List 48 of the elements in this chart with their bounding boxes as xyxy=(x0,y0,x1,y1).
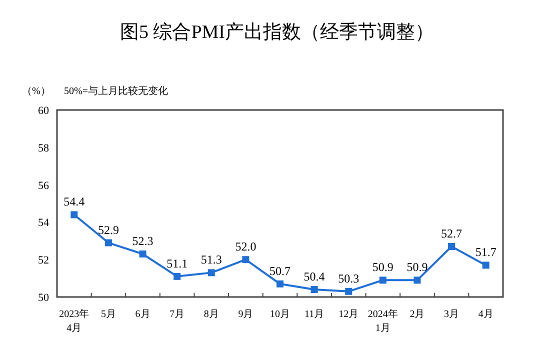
x-tick-label: 10月 xyxy=(270,309,290,320)
data-label: 51.3 xyxy=(200,252,222,267)
data-label: 50.7 xyxy=(270,264,290,278)
data-label: 50.3 xyxy=(338,271,360,286)
x-tick-label: 9月 xyxy=(238,309,254,320)
point xyxy=(174,272,181,280)
x-tick-label: 2024年 1月 xyxy=(368,308,398,334)
x-tick-label: 2月 xyxy=(410,309,425,320)
point xyxy=(139,250,146,258)
data-label: 51.1 xyxy=(166,256,188,270)
text: 50%=与上月比较无变化 xyxy=(64,85,168,97)
point xyxy=(276,280,284,288)
y-tick-label: 56 xyxy=(38,180,50,192)
data-label: 52.0 xyxy=(235,240,256,254)
point xyxy=(70,211,78,218)
point xyxy=(482,262,490,269)
data-label: 50.4 xyxy=(304,270,325,284)
x-tick-label: 3月 xyxy=(444,309,460,320)
y-tick-label: 60 xyxy=(38,105,50,117)
point xyxy=(310,286,318,294)
point xyxy=(414,276,421,284)
data-label: 52.7 xyxy=(441,226,462,241)
x-tick-label: 2023年 4月 xyxy=(59,308,90,334)
data-label: 50.9 xyxy=(372,260,394,274)
x-tick-label: 8月 xyxy=(204,309,219,320)
y-tick-label: 52 xyxy=(38,254,49,267)
y-tick-label: 54 xyxy=(38,217,50,230)
data-label: 54.4 xyxy=(64,194,85,209)
x-tick-label: 6月 xyxy=(135,309,150,320)
x-tick-label: 12月 xyxy=(338,309,359,320)
point xyxy=(345,288,352,295)
point xyxy=(208,269,215,276)
data-label: 51.7 xyxy=(475,245,496,260)
data-label: 52.3 xyxy=(132,234,154,248)
text: （%） xyxy=(22,86,50,97)
point xyxy=(379,276,386,284)
point xyxy=(242,256,250,264)
data-label: 52.9 xyxy=(98,222,119,237)
x-tick-label: 4月 xyxy=(478,309,494,320)
y-tick-label: 58 xyxy=(38,142,50,154)
point xyxy=(104,239,112,246)
x-tick-label: 7月 xyxy=(170,309,185,320)
x-tick-label: 11月 xyxy=(304,309,324,320)
data-label: 50.9 xyxy=(406,260,428,274)
point xyxy=(448,243,456,250)
x-tick-label: 5月 xyxy=(100,309,116,320)
chart-title: 图5 综合PMI产出指数（经季节调整） xyxy=(120,22,434,43)
y-tick-label: 50 xyxy=(38,292,50,304)
